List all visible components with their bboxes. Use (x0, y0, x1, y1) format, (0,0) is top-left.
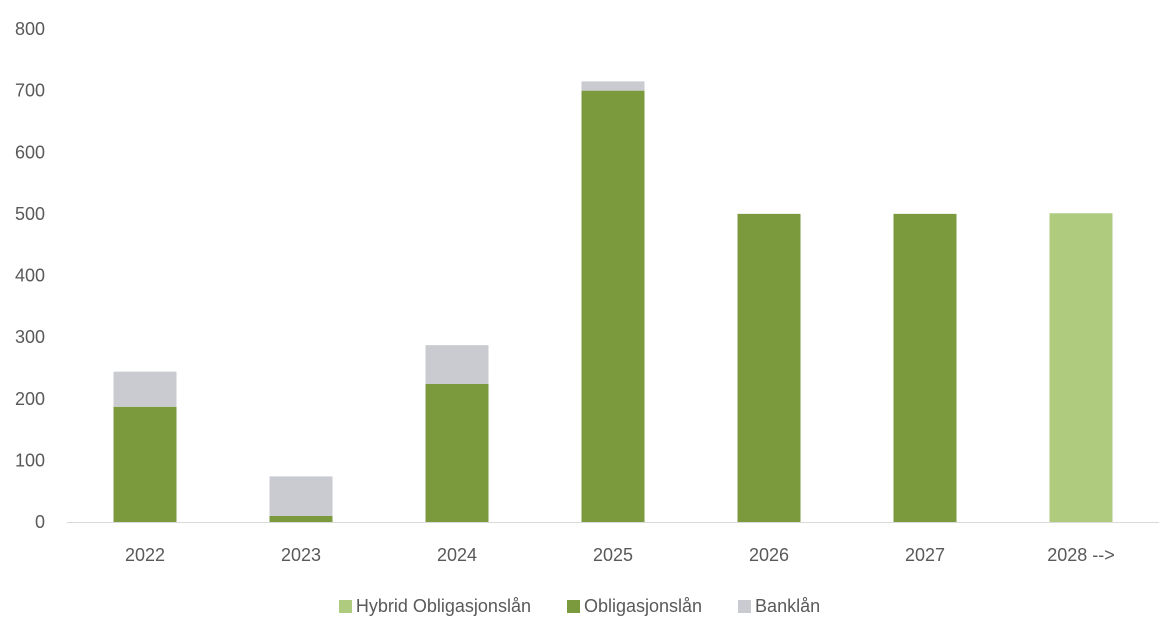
y-tick-label: 700 (15, 81, 45, 101)
y-tick-label: 800 (15, 19, 45, 39)
y-tick-label: 500 (15, 204, 45, 224)
bar-segment (425, 383, 489, 522)
y-tick-label: 400 (15, 266, 45, 286)
bar-segment (269, 515, 333, 522)
legend-label: Banklån (755, 596, 821, 616)
legend-swatch (566, 600, 580, 613)
legend-item: Hybrid Obligasjonslån (338, 596, 531, 617)
legend: Hybrid Obligasjonslån Obligasjonslån Bankl… (0, 596, 1159, 617)
bar-segment (269, 476, 333, 516)
x-tick-label: 2023 (281, 545, 321, 565)
x-tick-label: 2022 (125, 545, 165, 565)
y-tick-label: 200 (15, 389, 45, 409)
y-axis: 0 100 200 300 400 500 600 700 800 (15, 19, 45, 532)
bar-segment (425, 345, 489, 384)
x-tick-label: 2025 (593, 545, 633, 565)
bars (113, 81, 1113, 523)
y-tick-label: 600 (15, 142, 45, 162)
y-tick-label: 300 (15, 327, 45, 347)
legend-label: Obligasjonslån (583, 596, 703, 616)
legend-item: Banklån (738, 596, 820, 617)
bar-segment (113, 406, 177, 522)
x-tick-label: 2027 (905, 545, 945, 565)
x-tick-label: 2028 --> (1047, 545, 1115, 565)
bar-segment (737, 213, 801, 522)
legend-label: Hybrid Obligasjonslån (355, 596, 531, 616)
bar-segment (581, 90, 645, 522)
x-tick-label: 2026 (749, 545, 789, 565)
x-tick-label: 2024 (437, 545, 477, 565)
legend-item: Obligasjonslån (566, 596, 703, 617)
bar-segment (581, 81, 645, 91)
bar-segment (1049, 213, 1113, 523)
legend-swatch (338, 600, 352, 613)
x-axis: 2022 2023 2024 2025 2026 2027 2028 --> (125, 545, 1115, 565)
bar-segment (893, 213, 957, 522)
bar-segment (113, 371, 177, 407)
y-tick-label: 100 (15, 450, 45, 470)
y-tick-label: 0 (35, 512, 45, 532)
legend-swatch (738, 600, 752, 613)
